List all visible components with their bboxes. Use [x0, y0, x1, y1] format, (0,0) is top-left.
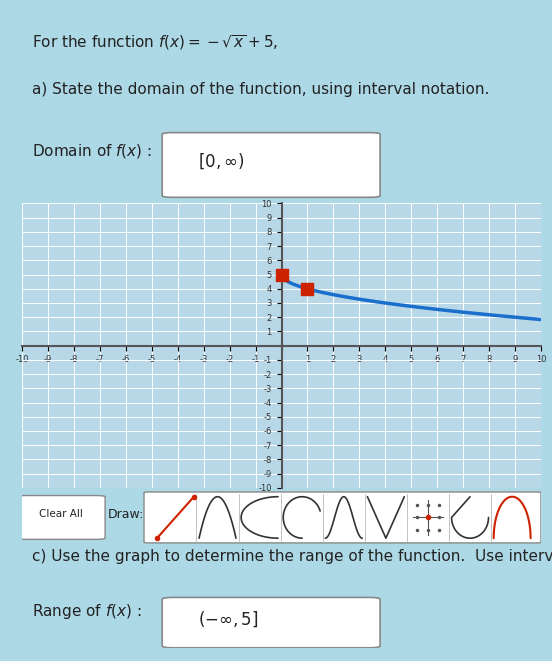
Text: Domain of $f(x)$ :: Domain of $f(x)$ :	[33, 142, 152, 160]
FancyBboxPatch shape	[162, 598, 380, 648]
FancyBboxPatch shape	[162, 133, 380, 198]
FancyBboxPatch shape	[144, 492, 541, 543]
Text: Range of $f(x)$ :: Range of $f(x)$ :	[33, 602, 142, 621]
Text: Clear All: Clear All	[39, 510, 83, 520]
Text: Draw:: Draw:	[108, 508, 144, 521]
Text: c) Use the graph to determine the range of the function.  Use interval notation.: c) Use the graph to determine the range …	[33, 549, 552, 564]
Text: a) State the domain of the function, using interval notation.: a) State the domain of the function, usi…	[33, 82, 490, 97]
FancyBboxPatch shape	[17, 496, 105, 539]
Text: $(-\infty,5]$: $(-\infty,5]$	[199, 610, 259, 629]
Point	[277, 269, 286, 280]
Point	[303, 284, 312, 294]
Text: $[0,\infty)$: $[0,\infty)$	[199, 151, 245, 171]
Text: For the function $f(x) = -\sqrt{x} + 5$,: For the function $f(x) = -\sqrt{x} + 5$,	[33, 32, 279, 52]
Text: b) Graph the function: b) Graph the function	[33, 208, 197, 222]
